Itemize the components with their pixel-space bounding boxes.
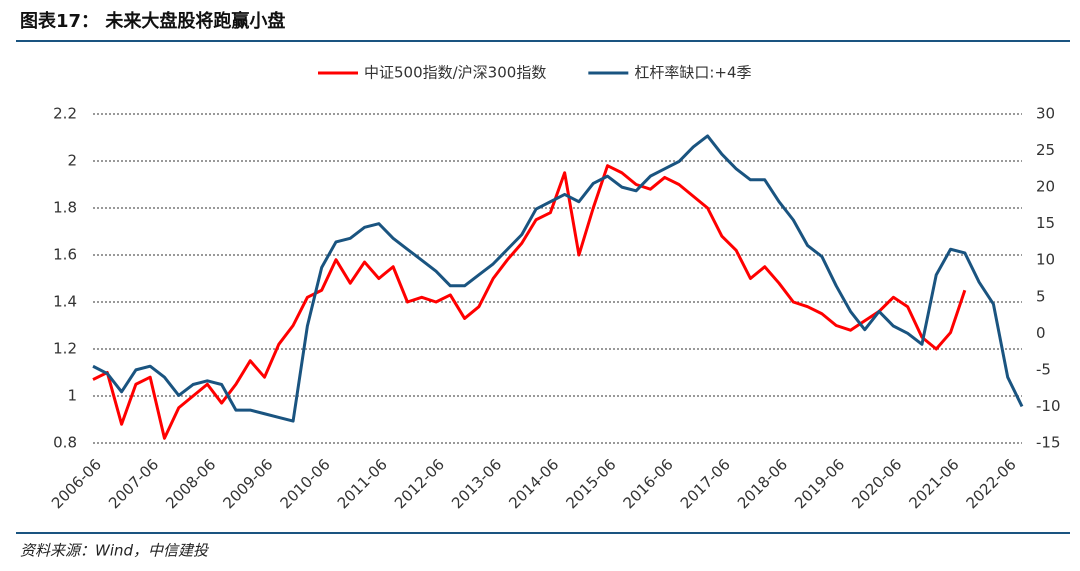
x-tick-label: 2011-06: [334, 455, 391, 512]
x-tick-label: 2007-06: [105, 455, 162, 512]
y2-tick-label: 0: [1036, 324, 1046, 342]
chart-title: 图表17： 未来大盘股将跑赢小盘: [20, 10, 285, 32]
y2-tick-label: 20: [1036, 178, 1055, 196]
series-line: [92, 164, 967, 440]
x-tick-label: 2012-06: [391, 455, 448, 512]
y-tick-label: 0.8: [53, 434, 77, 452]
y-tick-label: 1.4: [53, 293, 77, 311]
y2-tick-label: -5: [1036, 360, 1051, 378]
x-tick-label: 2014-06: [505, 455, 562, 512]
legend-label: 中证500指数/沪深300指数: [364, 64, 546, 82]
x-tick-label: 2019-06: [791, 455, 848, 512]
y-tick-label: 1.2: [53, 340, 77, 358]
legend-label: 杠杆率缺口:+4季: [634, 64, 751, 82]
y-tick-label: 2.2: [53, 105, 77, 123]
y-tick-label: 1: [67, 387, 77, 405]
x-tick-label: 2009-06: [219, 455, 276, 512]
y2-tick-label: 15: [1036, 214, 1055, 232]
y2-tick-label: 5: [1036, 287, 1046, 305]
y2-tick-label: 30: [1036, 105, 1055, 123]
x-tick-label: 2016-06: [620, 455, 677, 512]
y2-tick-label: 10: [1036, 251, 1055, 269]
source: 资料来源：Wind，中信建投: [20, 542, 210, 560]
x-tick-label: 2008-06: [162, 455, 219, 512]
y-tick-label: 2: [67, 152, 77, 170]
series-line: [92, 134, 1024, 423]
x-tick-label: 2021-06: [905, 455, 962, 512]
y2-tick-label: 25: [1036, 141, 1055, 159]
x-tick-label: 2015-06: [562, 455, 619, 512]
y2-tick-label: -15: [1036, 434, 1061, 452]
y-tick-label: 1.6: [53, 246, 77, 264]
x-tick-label: 2013-06: [448, 455, 505, 512]
y2-tick-label: -10: [1036, 397, 1061, 415]
x-tick-label: 2022-06: [963, 455, 1020, 512]
x-tick-label: 2018-06: [734, 455, 791, 512]
x-tick-label: 2010-06: [277, 455, 334, 512]
x-tick-label: 2006-06: [48, 455, 105, 512]
x-tick-label: 2017-06: [677, 455, 734, 512]
y-tick-label: 1.8: [53, 199, 77, 217]
x-tick-label: 2020-06: [848, 455, 905, 512]
